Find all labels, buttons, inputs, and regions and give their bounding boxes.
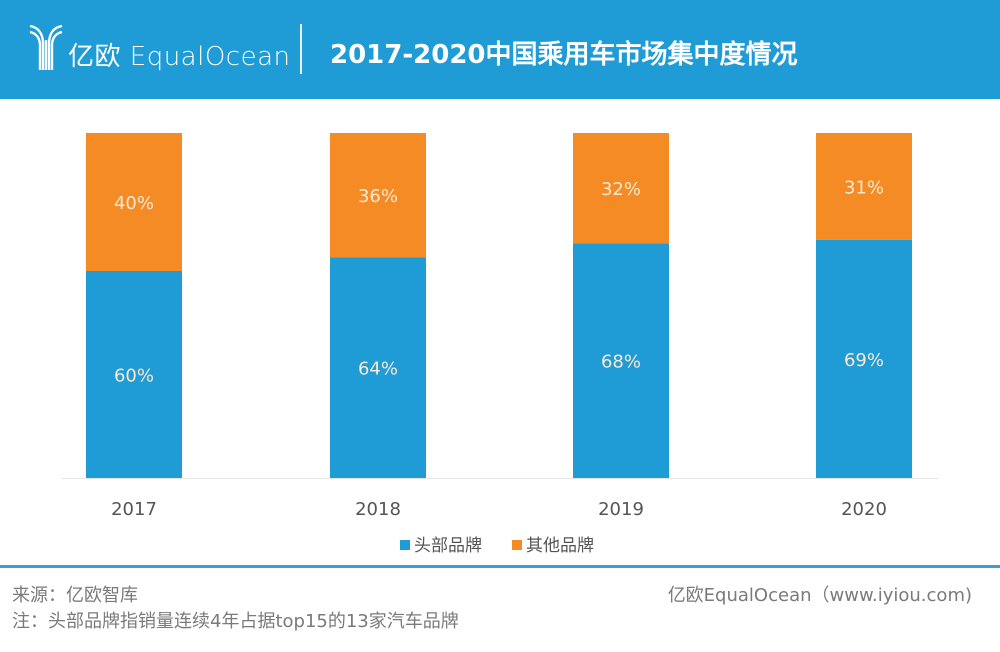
bar-segment-other-brands-2017 [86, 133, 182, 271]
legend: 头部品牌 其他品牌 [400, 536, 594, 556]
legend-label: 其他品牌 [526, 536, 594, 556]
data-label: 60% [114, 366, 154, 387]
header-banner: 亿欧 EqualOcean 2017-2020中国乘用车市场集中度情况 [0, 0, 1000, 99]
equalocean-logo-icon [29, 24, 63, 70]
bar-segment-head-brands-2018 [330, 257, 426, 478]
bar-segment-other-brands-2018 [330, 133, 426, 258]
legend-swatch-head-brands [400, 540, 410, 550]
data-label: 69% [844, 350, 884, 371]
bar-segment-head-brands-2019 [573, 243, 669, 478]
note-text: 注：头部品牌指销量连续4年占据top15的13家汽车品牌 [12, 611, 459, 632]
footer-divider [0, 565, 1000, 568]
bar-segment-head-brands-2020 [816, 239, 912, 478]
footer-notes: 来源：亿欧智库 注：头部品牌指销量连续4年占据top15的13家汽车品牌 [12, 583, 459, 635]
logo-text: 亿欧 EqualOcean [68, 42, 291, 72]
x-tick-label: 2017 [111, 499, 157, 520]
stacked-bar-chart: 60% 40% 64% 36% 68% 32% 69% 31% 2017 2018 2019 202… [62, 133, 938, 556]
x-tick-label: 2020 [841, 499, 887, 520]
credit-text: 亿欧EqualOcean（www.iyiou.com) [667, 585, 972, 606]
data-label: 68% [601, 352, 641, 373]
data-label: 32% [601, 179, 641, 200]
x-tick-label: 2018 [355, 499, 401, 520]
page-title: 2017-2020中国乘用车市场集中度情况 [330, 40, 798, 70]
bars-group: 60% 40% 64% 36% 68% 32% 69% 31% [86, 133, 912, 478]
source-text: 来源：亿欧智库 [12, 585, 138, 606]
x-tick-label: 2019 [598, 499, 644, 520]
legend-swatch-other-brands [512, 540, 522, 550]
x-tick-labels: 2017 2018 2019 2020 [111, 499, 887, 520]
data-label: 40% [114, 193, 154, 214]
bar-segment-other-brands-2020 [816, 133, 912, 240]
data-label: 64% [358, 359, 398, 380]
data-label: 31% [844, 177, 884, 198]
legend-label: 头部品牌 [414, 536, 482, 556]
bar-segment-head-brands-2017 [86, 271, 182, 478]
data-label: 36% [358, 186, 398, 207]
bar-segment-other-brands-2019 [573, 133, 669, 244]
header-divider [300, 24, 302, 74]
